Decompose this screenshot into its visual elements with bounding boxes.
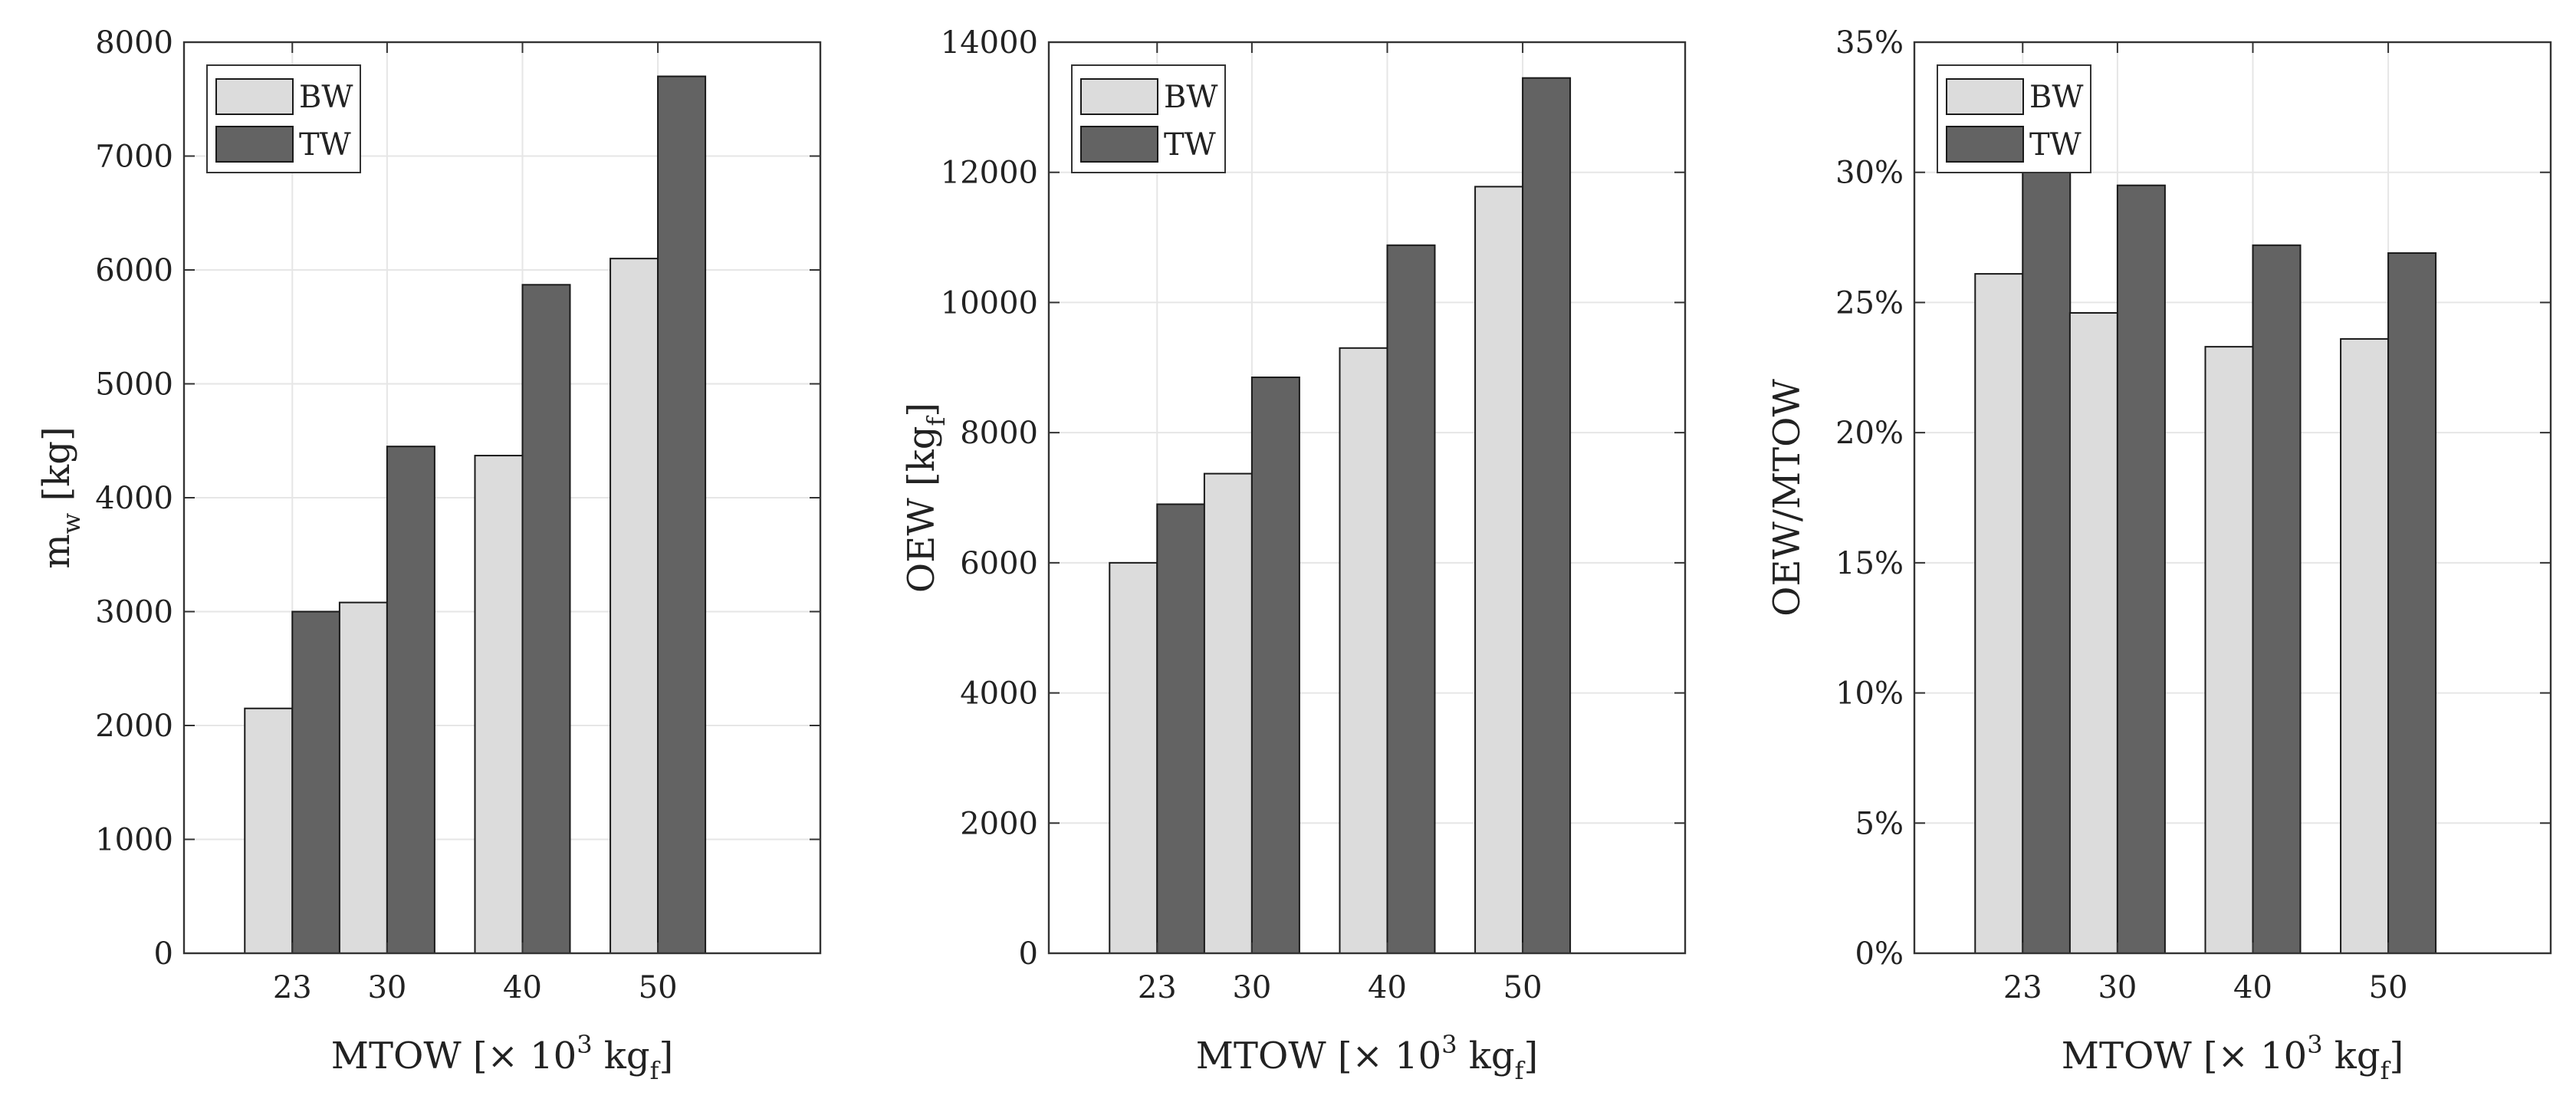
axes-frame <box>1913 41 2552 955</box>
x-axis-label: MTOW [× 103 kgf] <box>1196 1030 1538 1085</box>
legend: BW TW <box>1071 64 1226 173</box>
chart-panel-1: 0 1000 2000 3000 4000 5000 6000 7000 8000 23 30 40 5… <box>35 25 822 1085</box>
x-tick-label: 30 <box>2098 970 2137 1005</box>
bar-bw-30 <box>1203 472 1253 954</box>
y-axis-label: mw [kg] <box>35 426 86 568</box>
y-tick-label: 5% <box>1855 806 1904 841</box>
x-axis-label: MTOW [× 103 kgf] <box>331 1030 673 1085</box>
chart-panel-3: 0% 5% 10% 15% 20% 25% 30% 35% 23 30 40 50 MTOW [× 10… <box>1766 25 2552 1085</box>
bar-tw-50 <box>1522 77 1572 955</box>
bar-bw-30 <box>2068 312 2118 954</box>
bar-tw-23 <box>291 610 341 954</box>
y-tick-label: 0 <box>1019 936 1038 972</box>
y-tick-label: 8000 <box>95 25 173 61</box>
axes-frame <box>1047 41 1687 955</box>
legend-swatch-tw <box>215 126 294 163</box>
bar-bw-50 <box>2340 337 2390 955</box>
y-tick-label: 2000 <box>960 806 1038 841</box>
legend-label-bw: BW <box>299 80 353 115</box>
bar-tw-50 <box>2387 252 2437 954</box>
y-tick-label: 30% <box>1835 156 1904 191</box>
legend: BW TW <box>206 64 361 173</box>
x-tick-label: 23 <box>1138 970 1177 1005</box>
y-tick-label: 4000 <box>960 676 1038 712</box>
y-tick-label: 0% <box>1855 936 1904 972</box>
y-tick-label: 25% <box>1835 285 1904 321</box>
bar-bw-23 <box>1109 561 1158 954</box>
x-tick-label: 30 <box>367 970 406 1005</box>
bar-bw-40 <box>474 455 524 954</box>
bar-tw-40 <box>1386 244 1436 954</box>
bar-tw-30 <box>1250 377 1300 954</box>
legend-swatch-bw <box>1080 78 1158 115</box>
y-tick-label: 10% <box>1835 676 1904 712</box>
y-tick-label: 5000 <box>95 367 173 403</box>
bar-bw-30 <box>338 601 388 954</box>
chart-panel-2: 0 2000 4000 6000 8000 10000 12000 14000 23 30 40 50… <box>900 25 1687 1085</box>
x-tick-label: 23 <box>273 970 312 1005</box>
bar-bw-50 <box>610 258 659 954</box>
x-tick-label: 50 <box>2369 970 2408 1005</box>
bar-tw-50 <box>657 75 707 954</box>
x-tick-label: 40 <box>503 970 542 1005</box>
y-axis-label: OEW/MTOW <box>1766 378 1809 616</box>
bar-bw-23 <box>244 707 294 954</box>
legend-label-tw: TW <box>299 127 351 163</box>
legend-swatch-bw <box>215 78 294 115</box>
x-tick-label: 50 <box>639 970 678 1005</box>
y-tick-label: 2000 <box>95 709 173 744</box>
bar-bw-23 <box>1974 273 2024 954</box>
legend: BW TW <box>1937 64 2091 173</box>
bar-bw-40 <box>2204 346 2254 955</box>
y-tick-label: 6000 <box>95 253 173 288</box>
y-tick-label: 0 <box>154 936 173 972</box>
legend-label-tw: TW <box>1164 127 1216 163</box>
y-tick-label: 20% <box>1835 416 1904 451</box>
y-tick-label: 1000 <box>95 823 173 858</box>
legend-swatch-bw <box>1946 78 2024 115</box>
legend-label-tw: TW <box>2029 127 2082 163</box>
y-tick-label: 4000 <box>95 481 173 516</box>
y-tick-label: 3000 <box>95 595 173 630</box>
y-tick-label: 6000 <box>960 546 1038 581</box>
x-tick-label: 40 <box>2233 970 2272 1005</box>
y-tick-label: 10000 <box>941 285 1038 321</box>
x-tick-label: 50 <box>1503 970 1543 1005</box>
legend-swatch-tw <box>1946 126 2024 163</box>
legend-label-bw: BW <box>2029 80 2084 115</box>
y-axis-label: OEW [kgf] <box>900 403 951 593</box>
y-tick-label: 8000 <box>960 416 1038 451</box>
x-tick-label: 30 <box>1232 970 1271 1005</box>
legend-swatch-tw <box>1080 126 1158 163</box>
bar-bw-50 <box>1474 186 1524 954</box>
bar-tw-23 <box>2022 171 2072 954</box>
bar-tw-23 <box>1156 503 1206 954</box>
y-tick-label: 35% <box>1835 25 1904 61</box>
bar-tw-30 <box>2116 184 2166 954</box>
y-tick-label: 15% <box>1835 546 1904 581</box>
x-axis-label: MTOW [× 103 kgf] <box>2062 1030 2404 1085</box>
bar-bw-40 <box>1339 347 1388 955</box>
legend-label-bw: BW <box>1164 80 1218 115</box>
x-tick-label: 40 <box>1368 970 1407 1005</box>
bar-tw-40 <box>2252 244 2302 954</box>
y-tick-label: 7000 <box>95 140 173 175</box>
y-tick-label: 12000 <box>941 156 1038 191</box>
bar-tw-40 <box>521 284 571 954</box>
bar-tw-30 <box>386 446 435 954</box>
y-tick-label: 14000 <box>941 25 1038 61</box>
x-tick-label: 23 <box>2003 970 2042 1005</box>
